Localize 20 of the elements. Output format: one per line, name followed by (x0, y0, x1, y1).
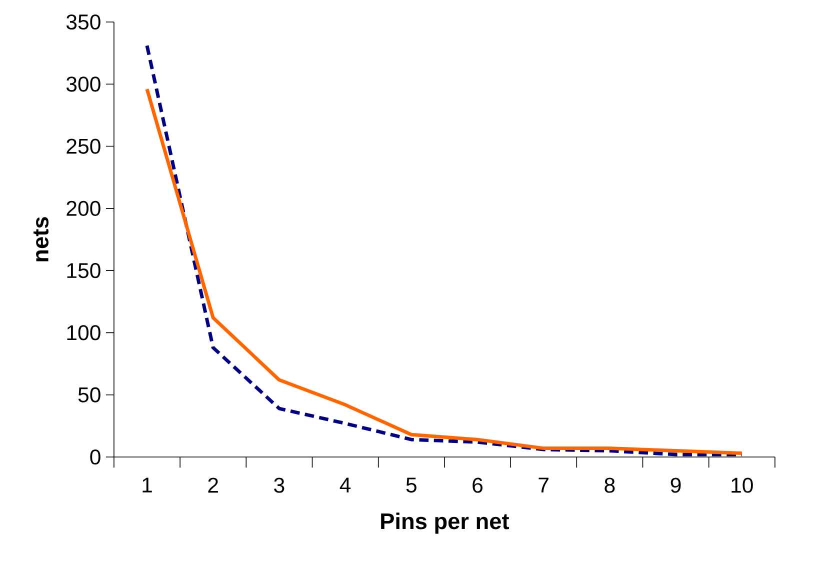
y-tick-label: 300 (66, 76, 100, 92)
y-tick-label: 350 (66, 14, 100, 30)
y-tick-label: 100 (67, 325, 100, 340)
y-tick-label: 250 (66, 138, 100, 154)
x-tick-label: 1 (142, 478, 152, 492)
x-tick-label: 2 (208, 478, 218, 493)
y-tick-label: 50 (78, 387, 100, 402)
x-tick-label: 5 (406, 478, 416, 493)
x-tick-label: 4 (340, 478, 351, 492)
y-tick-label: 0 (90, 449, 100, 465)
x-tick-label: 6 (472, 478, 482, 493)
x-tick-label: 7 (538, 478, 548, 492)
x-axis-title: Pins per net (381, 512, 510, 534)
x-tick-label: 10 (732, 478, 753, 493)
x-tick-label: 3 (274, 478, 284, 493)
x-tick-label: 9 (670, 478, 681, 493)
x-tick-label: 8 (604, 478, 615, 493)
y-tick-label: 200 (66, 200, 100, 216)
y-axis-title: nets (33, 217, 49, 262)
y-tick-label: 150 (67, 263, 100, 278)
